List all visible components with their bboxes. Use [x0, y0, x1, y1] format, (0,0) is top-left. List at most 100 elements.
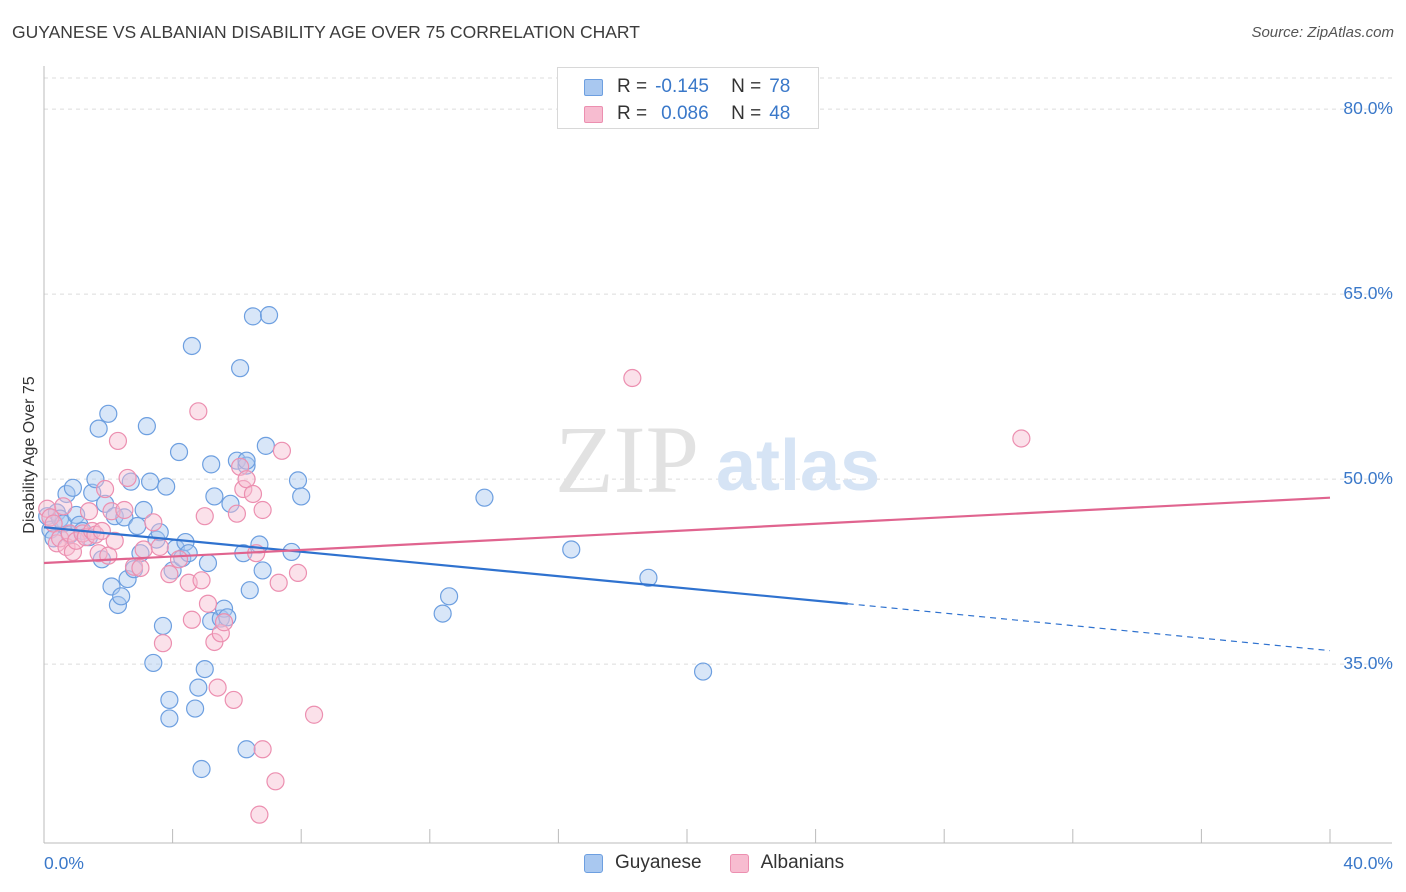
point-guyanese	[63, 478, 83, 497]
y-axis-label: Disability Age Over 75	[21, 376, 38, 534]
point-guyanese	[243, 307, 263, 326]
n-value: 48	[769, 103, 791, 124]
point-guyanese	[198, 553, 218, 573]
point-guyanese	[134, 500, 153, 520]
y-tick-label: 65.0%	[1343, 283, 1393, 303]
point-albanians	[1012, 429, 1031, 448]
point-albanians	[67, 531, 86, 550]
point-guyanese	[259, 306, 279, 325]
point-guyanese	[439, 587, 459, 606]
trend-line-guyanese-extension	[847, 603, 1331, 652]
point-albanians	[182, 610, 201, 629]
guyanese-swatch	[584, 78, 603, 96]
point-albanians	[189, 402, 208, 421]
point-guyanese	[639, 568, 658, 587]
y-tick-label: 35.0%	[1343, 653, 1393, 673]
point-albanians	[195, 507, 214, 526]
tick-labels: 35.0% 50.0% 65.0% 80.0% 0.0% 40.0%	[44, 98, 1393, 873]
point-albanians	[95, 479, 115, 499]
watermark-zip: ZIP	[555, 406, 699, 513]
point-guyanese	[218, 608, 237, 627]
legend-item-albanians: Albanians	[729, 852, 845, 874]
point-guyanese	[475, 488, 494, 507]
point-guyanese	[95, 494, 115, 513]
point-albanians	[253, 740, 272, 759]
point-guyanese	[240, 581, 259, 600]
point-albanians	[102, 502, 121, 521]
point-albanians	[134, 540, 153, 559]
point-guyanese	[179, 544, 198, 563]
point-albanians	[47, 534, 66, 553]
point-albanians	[234, 479, 253, 499]
point-albanians	[192, 571, 211, 590]
n-label: N =	[731, 76, 762, 97]
point-guyanese	[144, 653, 163, 673]
trend-lines	[43, 496, 1331, 652]
trend-line-albanians	[43, 496, 1331, 565]
point-guyanese	[86, 470, 105, 489]
point-albanians	[108, 431, 128, 451]
point-guyanese	[128, 516, 147, 536]
point-guyanese	[221, 494, 240, 513]
point-albanians	[304, 705, 324, 724]
point-albanians	[227, 504, 246, 523]
point-albanians	[253, 500, 272, 520]
guyanese-swatch	[584, 853, 603, 873]
x-tick-label: 0.0%	[44, 853, 84, 873]
watermark-atlas: atlas	[716, 426, 880, 506]
point-albanians	[160, 565, 179, 584]
r-value: 0.086	[661, 103, 709, 124]
point-guyanese	[256, 436, 275, 455]
r-label: R =	[617, 103, 648, 124]
legend-label: Albanians	[760, 852, 845, 873]
point-guyanese	[189, 678, 208, 697]
point-albanians	[131, 558, 150, 578]
point-guyanese	[182, 336, 201, 356]
point-guyanese	[112, 587, 131, 606]
point-guyanese	[137, 417, 156, 436]
point-albanians	[208, 678, 227, 697]
point-guyanese	[253, 561, 272, 580]
point-guyanese	[140, 472, 160, 491]
point-albanians	[288, 563, 308, 583]
point-albanians	[144, 513, 163, 532]
watermark: ZIP atlas	[555, 406, 880, 513]
point-albanians	[105, 531, 124, 550]
r-value: -0.145	[655, 76, 709, 97]
x-tick-label: 40.0%	[1343, 853, 1393, 873]
n-label: N =	[731, 103, 762, 124]
point-albanians	[250, 805, 269, 824]
point-guyanese	[169, 442, 189, 462]
trend-line-guyanese	[43, 526, 848, 605]
legend-row-albanians: R = 0.086 N = 48	[584, 102, 790, 126]
point-guyanese	[288, 471, 308, 490]
point-albanians	[54, 497, 73, 516]
point-guyanese	[693, 662, 713, 681]
point-guyanese	[153, 616, 173, 636]
point-albanians	[198, 594, 218, 613]
point-guyanese	[150, 523, 169, 542]
point-albanians	[169, 550, 189, 569]
legend-row-guyanese: R = -0.145 N = 78	[584, 75, 790, 99]
point-guyanese	[292, 487, 311, 506]
albanians-swatch	[729, 853, 749, 873]
point-albanians	[266, 772, 285, 791]
point-guyanese	[205, 487, 224, 506]
point-guyanese	[160, 709, 179, 728]
point-guyanese	[102, 577, 121, 596]
legend-label: Guyanese	[615, 852, 702, 873]
y-tick-label: 80.0%	[1343, 98, 1393, 118]
point-guyanese	[237, 456, 256, 475]
points-guyanese	[38, 306, 713, 779]
point-albanians	[79, 502, 99, 521]
point-guyanese	[202, 455, 221, 474]
axes-layer	[43, 66, 1392, 844]
source-credit: Source: ZipAtlas.com	[1251, 24, 1394, 41]
point-guyanese	[562, 540, 581, 559]
point-guyanese	[433, 604, 452, 623]
point-albanians	[224, 690, 243, 710]
point-guyanese	[160, 690, 179, 710]
point-albanians	[63, 542, 83, 562]
point-guyanese	[231, 359, 250, 378]
